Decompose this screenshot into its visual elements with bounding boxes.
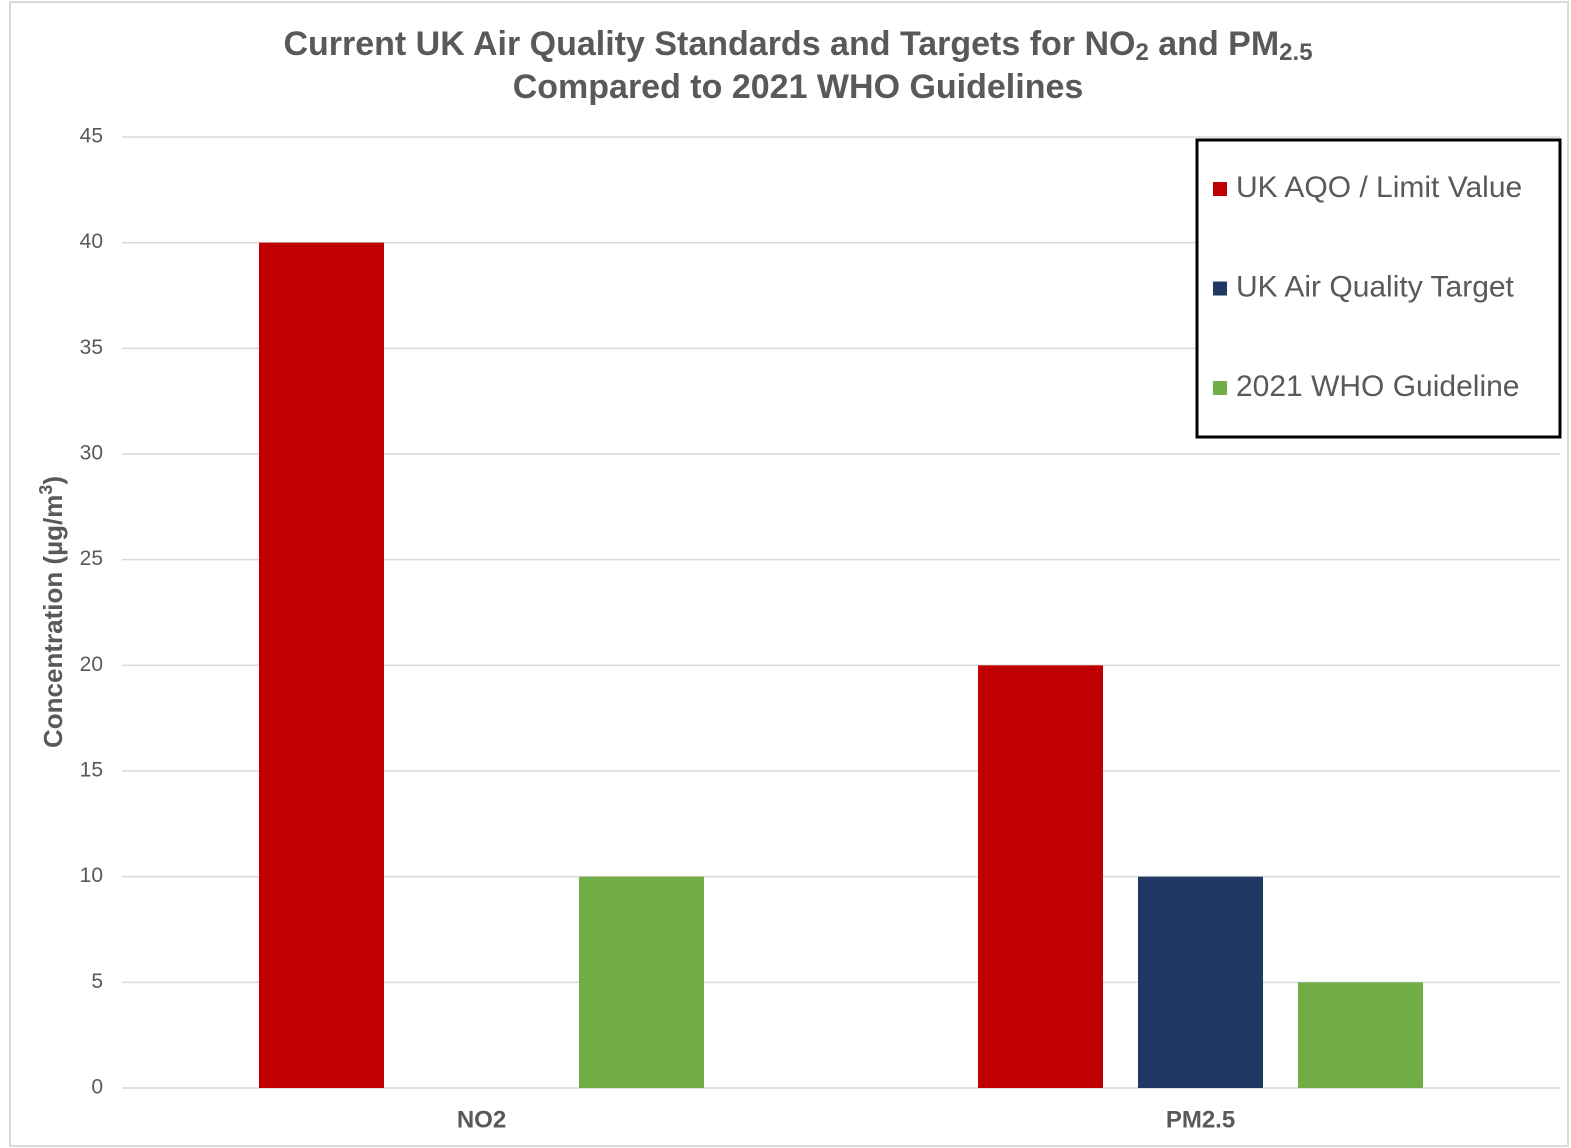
- y-tick-label: 35: [80, 336, 103, 359]
- title-part: and PM: [1149, 25, 1279, 63]
- bar: [1138, 876, 1263, 1088]
- legend-swatch: [1213, 182, 1227, 196]
- y-tick-label: 25: [80, 547, 103, 570]
- bar: [579, 876, 704, 1088]
- bar: [259, 242, 384, 1088]
- y-tick-label: 40: [80, 230, 103, 253]
- x-tick-label: PM2.5: [1166, 1106, 1235, 1133]
- y-tick-label: 15: [80, 759, 103, 782]
- label-superscript: 3: [36, 485, 56, 495]
- title-subscript: 2: [1135, 39, 1148, 66]
- x-tick-label: NO2: [457, 1106, 506, 1133]
- legend-swatch: [1213, 281, 1227, 296]
- legend-label: UK AQO / Limit Value: [1236, 171, 1522, 204]
- chart-title: Compared to 2021 WHO Guidelines: [513, 68, 1084, 106]
- y-axis-label: Concentration (µg/m3): [36, 476, 68, 748]
- y-tick-label: 30: [80, 442, 103, 465]
- y-tick-label: 45: [80, 125, 103, 148]
- bar: [978, 665, 1103, 1088]
- legend-label: 2021 WHO Guideline: [1236, 370, 1519, 403]
- y-tick-label: 0: [91, 1076, 103, 1099]
- title-part: Current UK Air Quality Standards and Tar…: [283, 25, 1135, 63]
- label-part: ): [38, 476, 68, 485]
- legend-box: [1195, 138, 1562, 439]
- label-part: Concentration (µg/m: [38, 495, 68, 748]
- y-tick-label: 20: [80, 653, 103, 676]
- y-tick-label: 5: [91, 970, 103, 993]
- bar: [1298, 982, 1423, 1088]
- title-subscript: 2.5: [1279, 39, 1312, 66]
- legend-label: UK Air Quality Target: [1236, 270, 1515, 303]
- y-tick-label: 10: [80, 864, 103, 887]
- legend-swatch: [1213, 381, 1227, 395]
- chart-title: Current UK Air Quality Standards and Tar…: [283, 25, 1312, 66]
